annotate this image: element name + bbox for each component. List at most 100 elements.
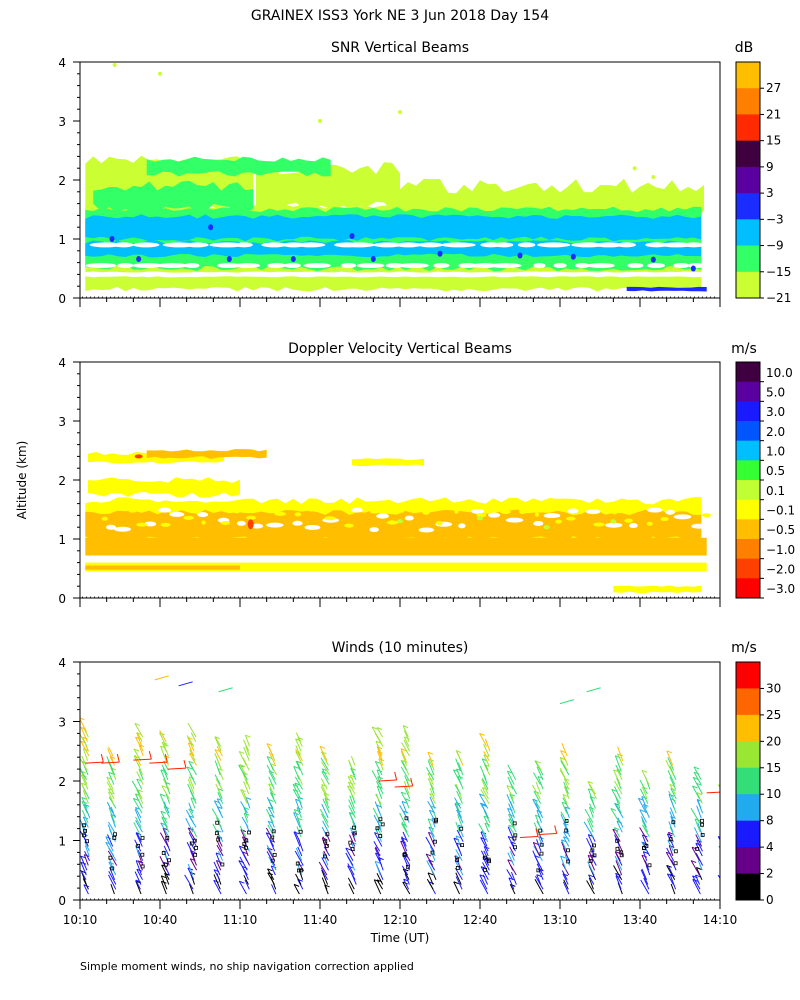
wind-barb — [483, 743, 490, 757]
snr-gap — [417, 242, 443, 248]
doppler-axes: 0 1 2 3 4 — [58, 356, 721, 607]
wind-barb — [457, 814, 463, 828]
snr-gap — [395, 242, 422, 248]
doppler-gap — [266, 522, 284, 528]
calm-marker — [564, 828, 569, 833]
wind-barb — [478, 823, 487, 838]
wind-barb — [267, 806, 275, 819]
wind-barb — [616, 820, 623, 833]
wind-barb — [724, 832, 729, 842]
wind-barb-flag — [347, 775, 354, 779]
calm-marker — [539, 851, 544, 856]
wind-barb-flag — [718, 836, 720, 838]
colorbar-label: −21 — [766, 291, 791, 305]
wind-barb-flag — [611, 788, 617, 792]
wind-barb — [239, 825, 247, 838]
doppler-patch — [344, 523, 354, 528]
wind-barb-flag — [400, 748, 407, 752]
snr-blue-spot — [349, 233, 355, 240]
wind-barb — [560, 811, 568, 823]
wind-barb — [536, 810, 542, 823]
snr-gap — [185, 242, 209, 248]
wind-barb — [563, 831, 570, 842]
wind-barb-flag — [345, 847, 351, 851]
wind-barb — [135, 880, 142, 895]
wind-barb — [641, 796, 647, 809]
wind-barb-flag — [138, 860, 144, 864]
wind-barb — [427, 773, 434, 785]
wind-barb — [721, 880, 729, 894]
colorbar-frame — [735, 61, 761, 299]
wind-barb-flag — [480, 802, 486, 806]
wind-barb — [134, 845, 141, 857]
wind-barb — [347, 776, 355, 790]
wind-barb — [321, 857, 329, 871]
wind-barb-flag — [427, 872, 434, 876]
wind-barb — [216, 746, 223, 757]
doppler-gap — [144, 521, 157, 527]
wind-barb — [481, 787, 489, 800]
wind-barb-flag — [479, 732, 485, 736]
wind-barb — [80, 782, 87, 795]
wind-barb — [214, 753, 221, 766]
calm-marker — [323, 839, 328, 844]
wind-barb — [481, 758, 489, 771]
time-tick-label: 10:40 — [143, 913, 178, 927]
calm-marker — [83, 828, 87, 833]
wind-barb — [188, 802, 194, 814]
wind-barb-flag — [510, 883, 516, 887]
wind-barb — [371, 770, 381, 785]
wind-barb — [105, 836, 114, 852]
colorbar-label: 0.5 — [766, 464, 785, 478]
snr-gap — [209, 242, 246, 248]
wind-barb — [238, 860, 248, 876]
wind-barb — [240, 829, 248, 842]
wind-barb — [266, 851, 276, 866]
wind-barb — [80, 855, 88, 871]
wind-barb-flag — [723, 823, 728, 825]
wind-barb — [559, 757, 568, 771]
doppler-patch — [160, 522, 171, 527]
wind-barb — [108, 772, 115, 785]
snr-colorbar: 27 21 15 9 3 −3 −9 −15 −21 — [735, 61, 791, 305]
doppler-gap — [369, 527, 379, 533]
wind-barb-strong — [167, 767, 187, 770]
wind-barb-strong — [101, 761, 120, 764]
colorbar-swatch — [736, 193, 760, 220]
calm-marker — [113, 832, 117, 837]
wind-barb-high — [559, 699, 575, 705]
wind-barb — [533, 772, 541, 785]
wind-barb — [84, 845, 90, 857]
wind-barb-strong — [183, 759, 187, 769]
wind-barb — [136, 789, 144, 804]
wind-barb — [588, 851, 594, 861]
wind-barb — [131, 780, 141, 795]
calm-marker — [167, 858, 171, 863]
doppler-gap — [505, 517, 524, 523]
wind-barb — [374, 847, 382, 861]
wind-barb — [723, 853, 729, 865]
snr-gap — [433, 263, 450, 269]
wind-barb — [615, 873, 623, 885]
wind-barb-flag — [559, 757, 566, 760]
wind-barb-flag — [616, 768, 622, 772]
wind-barb — [563, 879, 569, 890]
calm-marker — [140, 835, 145, 840]
time-tick-label: 13:10 — [543, 913, 578, 927]
wind-barb — [267, 847, 276, 861]
doppler-gap — [691, 523, 707, 529]
colorbar-swatch — [736, 460, 760, 481]
time-tick-label: 13:40 — [623, 913, 658, 927]
wind-barb — [188, 808, 195, 819]
wind-barb — [614, 855, 623, 871]
wind-barb-high — [218, 687, 233, 693]
calm-marker — [325, 832, 330, 837]
wind-barb — [402, 855, 410, 871]
y-tick-label: 0 — [58, 592, 66, 606]
calm-marker — [460, 843, 464, 848]
snr-gap — [296, 242, 326, 248]
wind-barb — [374, 861, 381, 876]
wind-barb — [641, 770, 650, 785]
snr-blue-spot — [226, 256, 232, 263]
wind-barb-flag — [161, 785, 167, 789]
